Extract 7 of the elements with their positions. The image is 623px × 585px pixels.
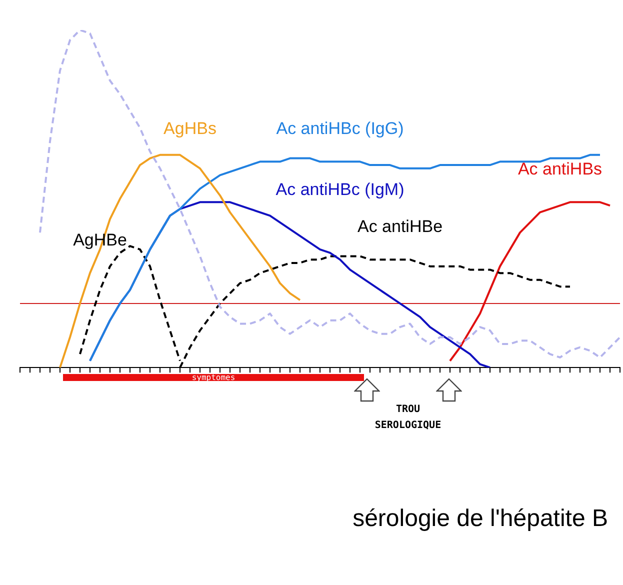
series-label: Ac antiHBc (IgG) <box>276 119 404 138</box>
series-label: Ac antiHBe <box>357 217 443 236</box>
text: sérologie de l'hépatite B <box>352 505 608 533</box>
series-label: AgHBs <box>164 119 216 138</box>
series-label: Ac antiHBc (IgM) <box>276 180 404 199</box>
text: TROU SEROLOGIQUE <box>374 402 442 433</box>
series-label: Ac antiHBs <box>518 160 602 179</box>
